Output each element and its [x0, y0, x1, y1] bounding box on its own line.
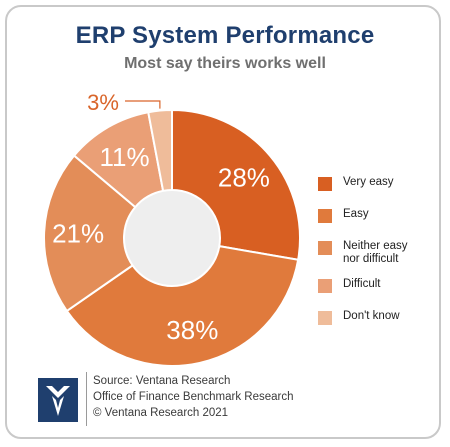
footer-divider — [86, 372, 87, 426]
chart-title: ERP System Performance — [75, 22, 375, 49]
chart-subtitle: Most say theirs works well — [124, 55, 326, 72]
legend-item-very-easy: Very easy — [318, 176, 438, 191]
slice-label-neither: 21% — [52, 219, 104, 249]
slice-label-difficult: 11% — [100, 142, 150, 172]
legend-swatch — [318, 311, 332, 325]
legend-item-difficult: Difficult — [318, 278, 438, 293]
slice-very-easy — [171, 108, 301, 261]
legend-item-easy: Easy — [318, 208, 438, 223]
legend-label: Easy — [343, 208, 369, 220]
leader-line — [125, 100, 161, 109]
slice-dont-know — [147, 108, 173, 193]
slice-easy — [65, 245, 300, 367]
slice-label-dont-know: 3% — [87, 90, 119, 115]
source-text: Source: Ventana Research Office of Finan… — [93, 373, 294, 421]
legend-label: Don't know — [343, 310, 400, 322]
legend-swatch — [318, 177, 332, 191]
legend-label: Neither easy nor difficult — [343, 240, 408, 265]
donut-hole — [125, 191, 219, 285]
legend-swatch — [318, 209, 332, 223]
source-line: Source: Ventana Research — [93, 375, 231, 387]
legend-label: Difficult — [343, 278, 381, 290]
slice-label-easy: 38% — [166, 315, 218, 345]
legend-swatch — [318, 279, 332, 293]
slice-label-very-easy: 28% — [218, 162, 270, 192]
legend-item-neither: Neither easy nor difficult — [318, 240, 438, 266]
report-line: Office of Finance Benchmark Research — [93, 391, 294, 403]
slice-neither — [43, 154, 137, 313]
legend-swatch — [318, 241, 332, 255]
ventana-logo-icon — [38, 378, 78, 422]
copyright-line: © Ventana Research 2021 — [93, 407, 229, 419]
legend-item-dont-know: Don't know — [318, 310, 438, 325]
legend-label: Very easy — [343, 176, 394, 188]
